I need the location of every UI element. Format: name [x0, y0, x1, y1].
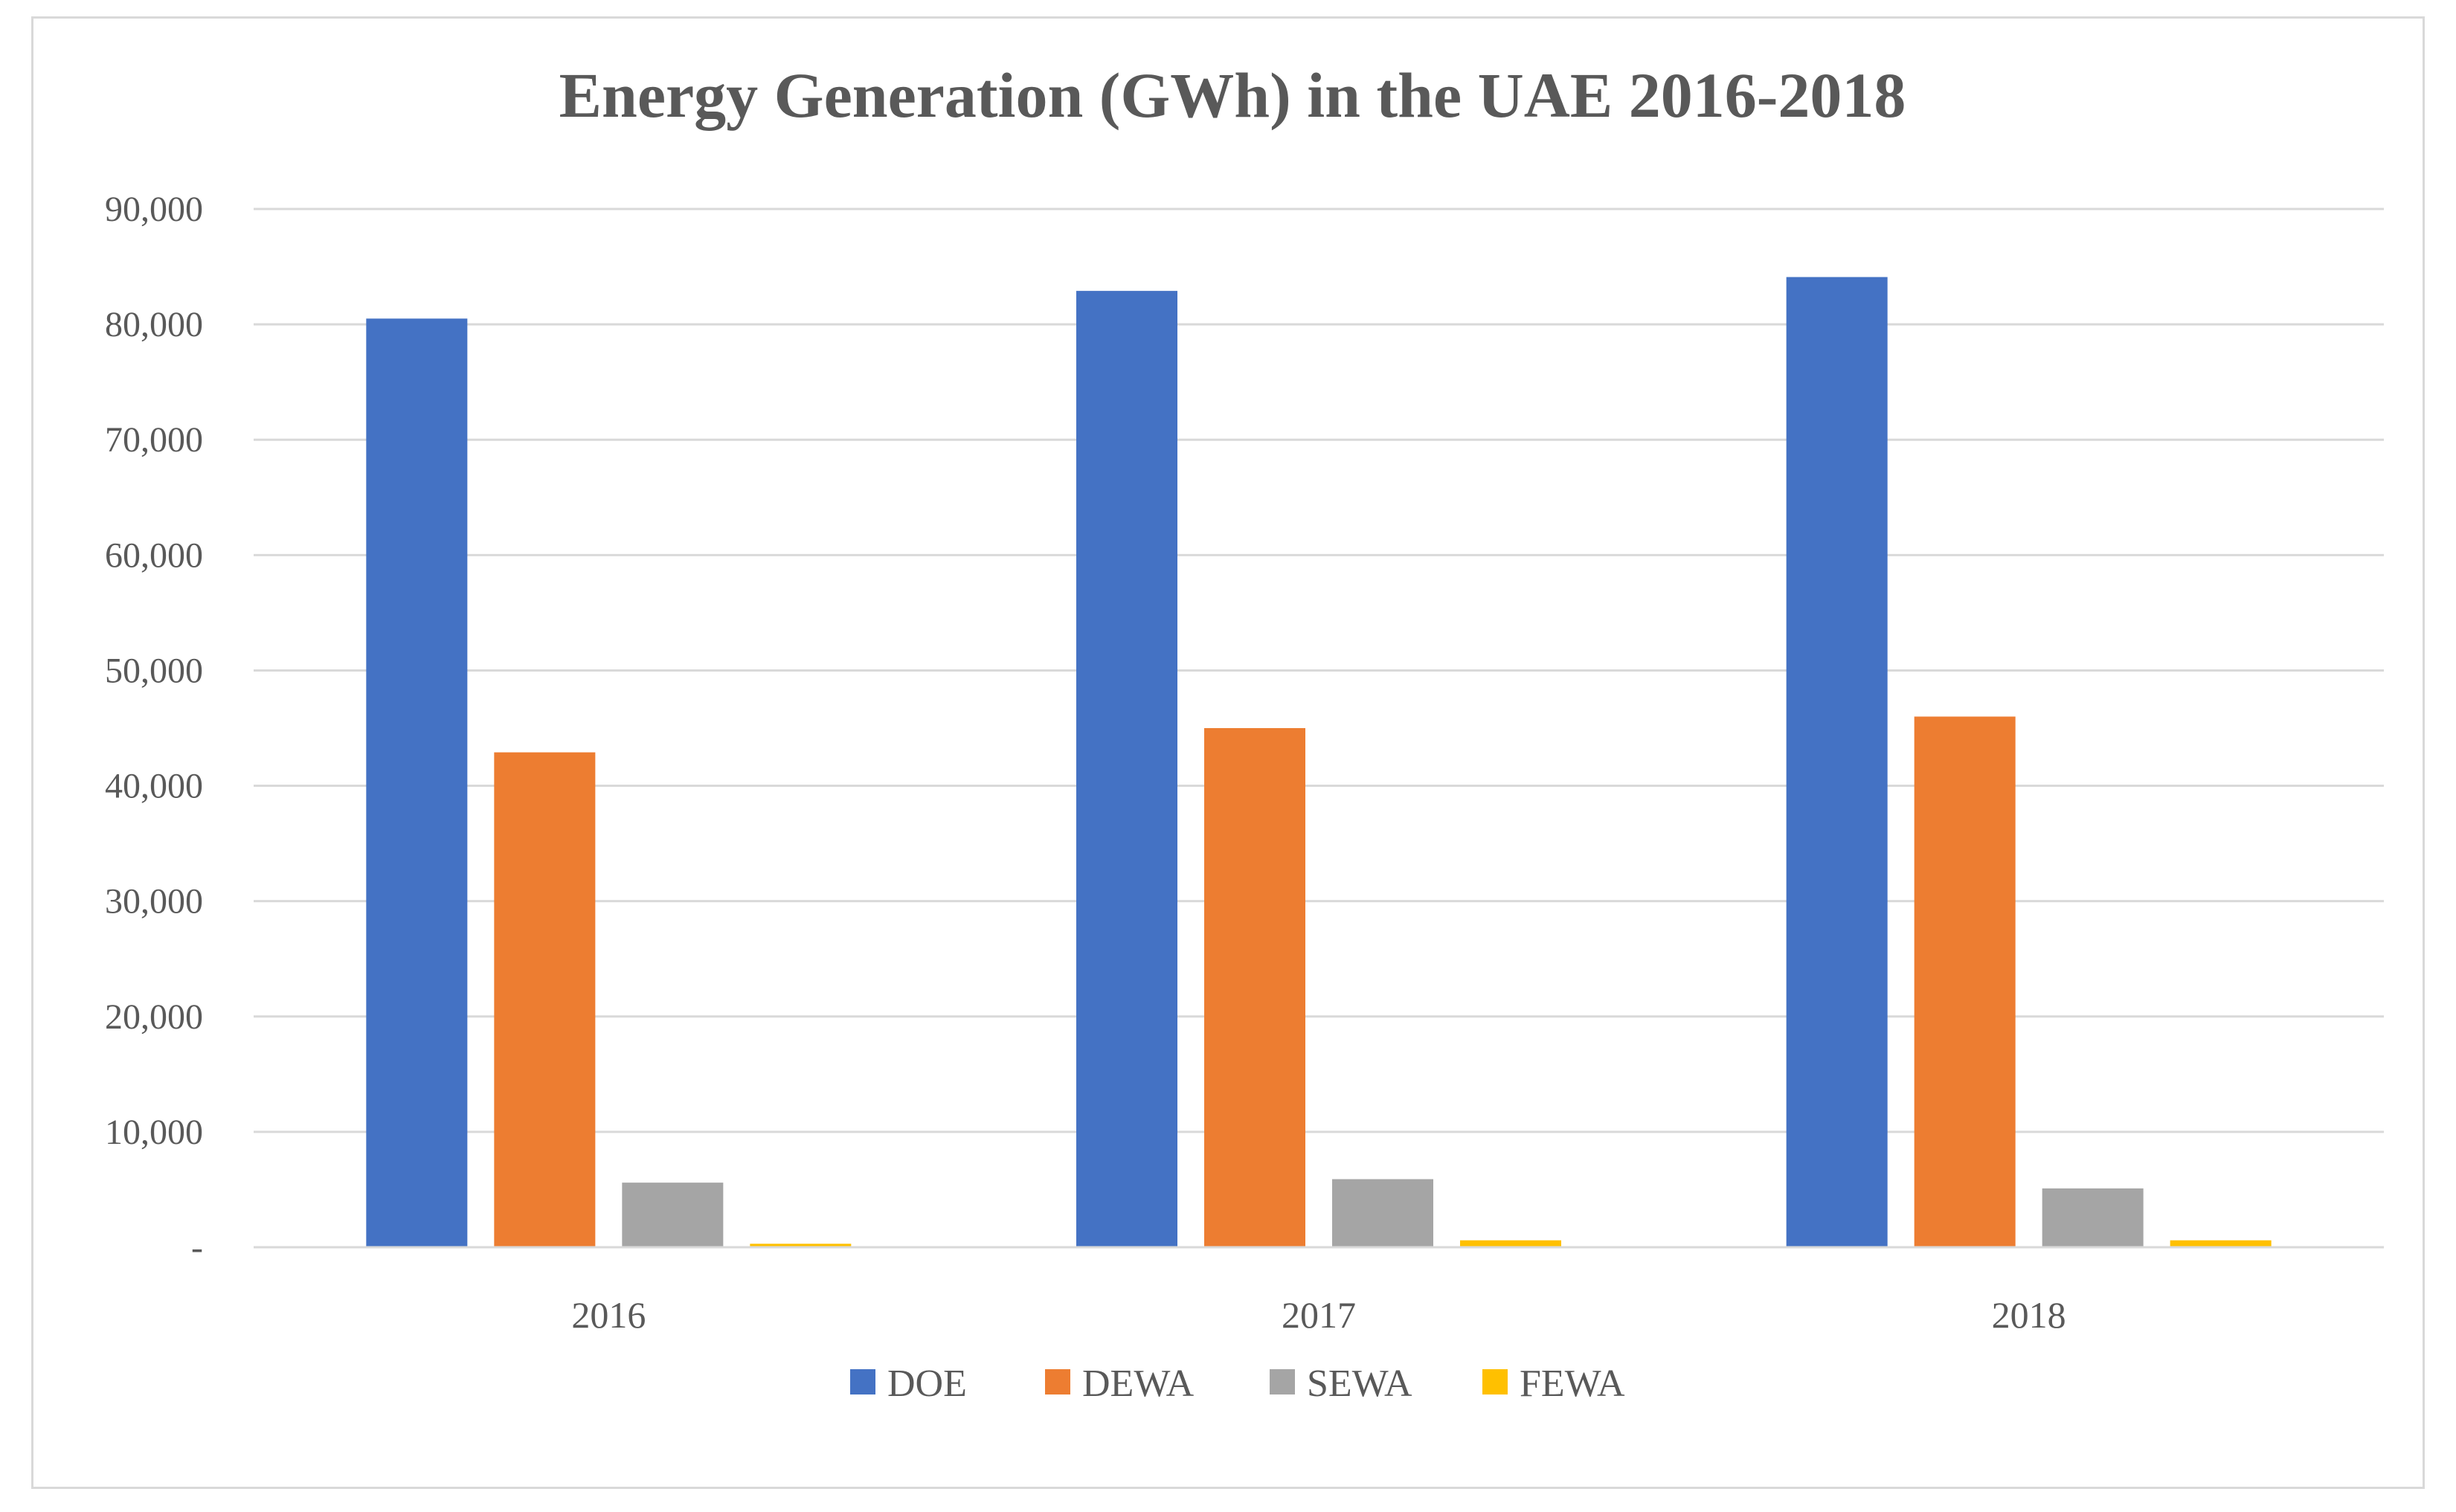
legend-swatch-fewa [1482, 1369, 1508, 1394]
bar-dewa-2016 [494, 752, 596, 1247]
bar-fewa-2017 [1460, 1240, 1561, 1247]
y-tick-label: - [191, 1228, 203, 1267]
legend-swatch-doe [850, 1369, 875, 1394]
legend-swatch-dewa [1045, 1369, 1070, 1394]
legend-label-sewa: SEWA [1307, 1363, 1412, 1405]
legend-label-dewa: DEWA [1082, 1363, 1195, 1405]
y-tick-label: 80,000 [105, 305, 203, 344]
y-tick-label: 70,000 [105, 420, 203, 460]
x-tick-label: 2016 [571, 1294, 646, 1336]
bar-sewa-2016 [622, 1183, 724, 1247]
bar-doe-2016 [366, 318, 468, 1247]
y-axis-ticks: - 10,000 20,000 30,000 40,000 50,000 60,000 70,… [105, 190, 203, 1267]
legend-label-doe: DOE [887, 1363, 967, 1405]
bar-chart: Energy Generation (GWh) in the UAE 2016-… [105, 59, 2384, 1405]
y-tick-label: 30,000 [105, 882, 203, 921]
gridlines [254, 208, 2384, 1133]
y-tick-label: 90,000 [105, 190, 203, 229]
bar-doe-2017 [1076, 291, 1177, 1247]
y-tick-label: 20,000 [105, 997, 203, 1037]
legend-swatch-sewa [1270, 1369, 1295, 1394]
bar-fewa-2016 [750, 1244, 852, 1247]
bars [366, 277, 2272, 1247]
chart-frame: Energy Generation (GWh) in the UAE 2016-… [31, 16, 2425, 1489]
y-tick-label: 10,000 [105, 1113, 203, 1152]
x-tick-label: 2018 [1992, 1294, 2066, 1336]
bar-dewa-2017 [1204, 728, 1305, 1247]
bar-sewa-2018 [2042, 1188, 2144, 1247]
legend-label-fewa: FEWA [1520, 1363, 1625, 1405]
bar-fewa-2018 [2170, 1240, 2272, 1247]
bar-dewa-2018 [1914, 716, 2016, 1247]
bar-sewa-2017 [1332, 1179, 1433, 1247]
y-tick-label: 40,000 [105, 767, 203, 806]
bar-doe-2018 [1786, 277, 1888, 1247]
y-tick-label: 60,000 [105, 535, 203, 575]
y-tick-label: 50,000 [105, 651, 203, 690]
chart-title: Energy Generation (GWh) in the UAE 2016-… [559, 59, 1906, 131]
legend: DOE DEWA SEWA FEWA [850, 1363, 1625, 1405]
x-tick-label: 2017 [1282, 1294, 1356, 1336]
x-axis-ticks: 2016 2017 2018 [571, 1294, 2066, 1336]
